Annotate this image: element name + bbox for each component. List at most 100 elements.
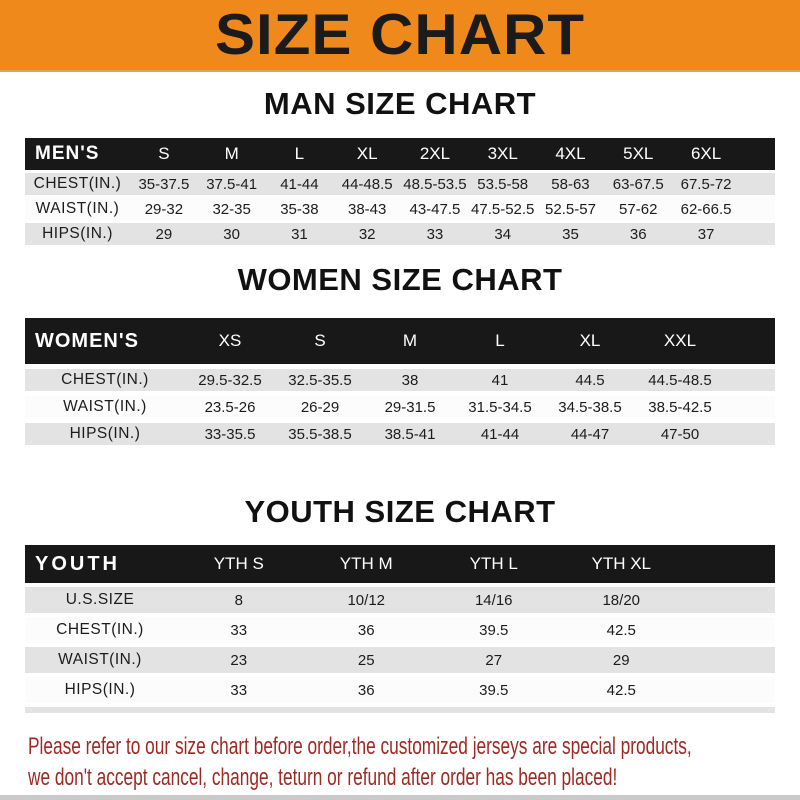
row-pad-cell (685, 617, 775, 643)
table-cell: 29.5-32.5 (198, 371, 262, 389)
table-cell: 23 (230, 651, 248, 669)
row-pad-cell (740, 173, 775, 195)
row-pad-cell (685, 587, 775, 613)
column-header: XS (218, 331, 242, 350)
table-cell: 33 (230, 621, 248, 639)
column-header: YTH L (469, 554, 518, 573)
table-cell: 29-32 (144, 200, 184, 218)
row-label: WAIST(IN.) (58, 651, 142, 668)
table-row: WAIST(IN.) 29-32 32-35 35-38 38-43 43-47.5 47.… (25, 198, 775, 220)
table-cell: 23.5-26 (204, 398, 256, 416)
table-cell: 52.5-57 (545, 200, 596, 218)
row-pad-cell (725, 369, 775, 391)
row-pad-cell (685, 677, 775, 703)
youth-size-chart-title: YOUTH SIZE CHART (244, 494, 556, 529)
row-pad-cell (685, 647, 775, 673)
table-cell: 44.5 (575, 371, 605, 389)
table-header-row: YOUTH YTH S YTH M YTH L YTH XL (25, 545, 775, 583)
women-size-chart-section: WOMEN SIZE CHART WOMEN'S XS S M L XL XXL CHEST… (0, 262, 800, 450)
row-pad-cell (725, 423, 775, 445)
row-label: CHEST(IN.) (56, 621, 144, 638)
table-cell: 58-63 (551, 175, 590, 193)
table-corner-label: WOMEN'S (35, 329, 139, 352)
header-pad-cell (725, 318, 775, 364)
table-cell: 38.5-41 (384, 425, 436, 443)
table-cell: 35 (562, 225, 579, 243)
table-cell: 67.5-72 (680, 175, 732, 193)
table-row: CHEST(IN.) 29.5-32.5 32.5-35.5 38 41 44.5 44.5… (25, 369, 775, 391)
table-row: HIPS(IN.) 29 30 31 32 33 34 35 36 37 (25, 223, 775, 245)
table-cell: 47-50 (660, 425, 700, 443)
row-pad-cell (740, 198, 775, 220)
header-pad-cell (685, 545, 775, 583)
column-header: XXL (663, 331, 697, 350)
row-label: HIPS(IN.) (42, 225, 113, 242)
table-header-row: WOMEN'S XS S M L XL XXL (25, 318, 775, 364)
women-size-table: WOMEN'S XS S M L XL XXL CHEST(IN.) 29.5-32.5 32.… (25, 313, 775, 450)
table-cell: 53.5-58 (477, 175, 529, 193)
table-row: CHEST(IN.) 35-37.5 37.5-41 41-44 44-48.5 48.5… (25, 173, 775, 195)
column-header: 3XL (487, 144, 518, 163)
table-cell: 42.5 (606, 621, 636, 639)
table-cell: 26-29 (300, 398, 340, 416)
table-cell: 44-48.5 (341, 175, 393, 193)
disclaimer: Please refer to our size chart before or… (28, 731, 800, 793)
table-cell: 42.5 (606, 681, 636, 699)
column-header: XL (579, 331, 601, 350)
table-cell: 32.5-35.5 (288, 371, 352, 389)
table-header-row: MEN'S S M L XL 2XL 3XL 4XL 5XL 6XL (25, 138, 775, 170)
table-cell: 35-38 (280, 200, 319, 218)
table-row: WAIST(IN.) 23.5-26 26-29 29-31.5 31.5-34.5 34… (25, 396, 775, 418)
page-title: SIZE CHART (215, 2, 585, 67)
column-header: S (158, 144, 170, 163)
table-cell: 43-47.5 (409, 200, 461, 218)
table-cell: 36 (629, 225, 647, 243)
table-cell: 38-43 (347, 200, 387, 218)
table-cell: 33-35.5 (204, 425, 256, 443)
column-header: YTH M (339, 554, 393, 573)
table-cell: 34.5-38.5 (558, 398, 622, 416)
table-cell: 25 (357, 651, 375, 669)
table-cell: 29 (612, 651, 630, 669)
row-label: U.S.SIZE (65, 591, 135, 608)
table-row: U.S.SIZE 8 10/12 14/16 18/20 (25, 587, 775, 613)
table-cell: 8 (234, 591, 243, 609)
table-cell: 41-44 (480, 425, 520, 443)
column-header: 5XL (623, 144, 654, 163)
table-cell: 33 (230, 681, 248, 699)
table-cell: 37.5-41 (206, 175, 258, 193)
table-cell: 36 (357, 681, 375, 699)
table-cell: 38 (401, 371, 419, 389)
table-row: HIPS(IN.) 33-35.5 35.5-38.5 38.5-41 41-44 44-… (25, 423, 775, 445)
column-header: YTH S (213, 554, 264, 573)
table-row: HIPS(IN.) 33 36 39.5 42.5 (25, 677, 775, 703)
table-cell: 41-44 (280, 175, 319, 193)
row-label: CHEST(IN.) (33, 175, 122, 192)
column-header: 6XL (690, 144, 722, 163)
row-label: CHEST(IN.) (61, 371, 149, 388)
table-corner-label: MEN'S (35, 143, 100, 164)
table-cell: 63-67.5 (612, 175, 664, 193)
table-cell: 33 (426, 225, 444, 243)
table-cell: 39.5 (479, 621, 509, 639)
table-cell: 14/16 (474, 591, 513, 609)
table-row: WAIST(IN.) 23 25 27 29 (25, 647, 775, 673)
table-cell: 32 (358, 225, 376, 243)
table-cell: 38.5-42.5 (648, 398, 712, 416)
row-label: HIPS(IN.) (69, 425, 141, 442)
column-header: M (402, 331, 418, 350)
row-label: WAIST(IN.) (63, 398, 147, 415)
table-cell: 48.5-53.5 (403, 175, 467, 193)
column-header: L (495, 331, 505, 350)
youth-size-chart-section: YOUTH SIZE CHART YOUTH YTH S YTH M YTH L YTH… (0, 494, 800, 713)
table-cell: 18/20 (602, 591, 641, 609)
youth-size-table: YOUTH YTH S YTH M YTH L YTH XL U.S.SIZE 8 10/1… (25, 541, 775, 713)
table-cell: 34 (494, 225, 512, 243)
table-cell: 35.5-38.5 (288, 425, 352, 443)
table-cell: 10/12 (347, 591, 386, 609)
women-size-chart-title: WOMEN SIZE CHART (237, 262, 563, 297)
disclaimer-line-1: Please refer to our size chart before or… (28, 733, 692, 760)
table-corner-label: YOUTH (35, 552, 120, 575)
table-cell: 31 (291, 225, 308, 243)
row-pad-cell (740, 223, 775, 245)
